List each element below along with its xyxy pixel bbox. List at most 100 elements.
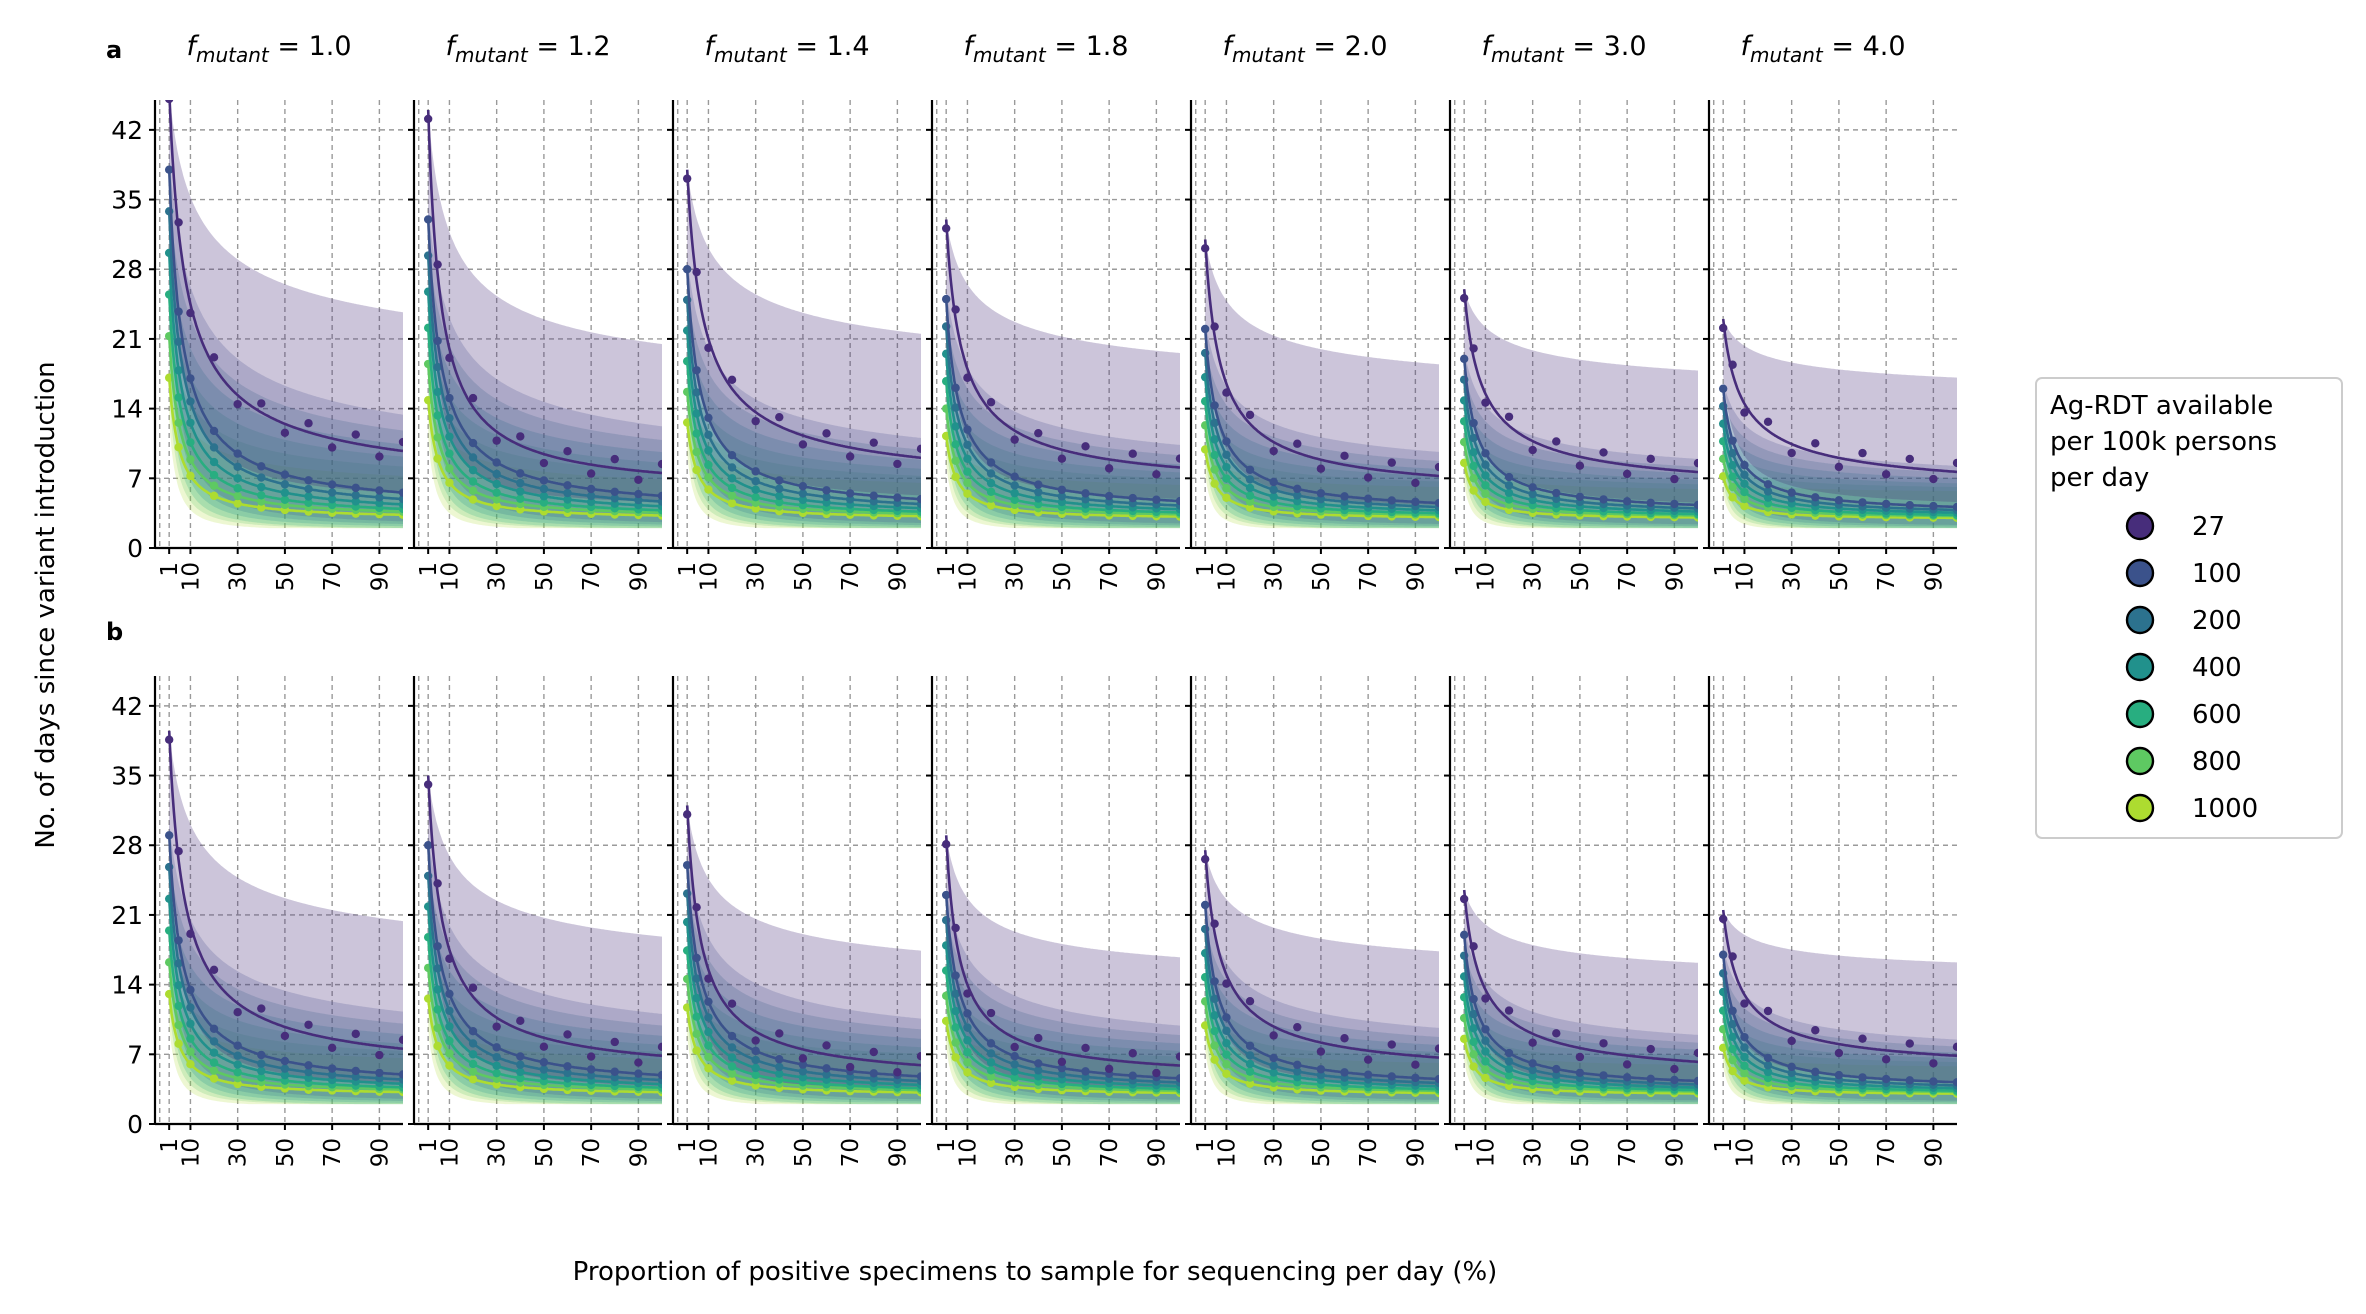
data-point-100: [845, 489, 855, 498]
data-point-400: [1293, 497, 1302, 506]
ci-band-27: [1205, 239, 1439, 506]
data-point-100: [1316, 489, 1326, 498]
data-point-27: [1459, 293, 1469, 303]
x-tick-label: 10: [955, 562, 981, 591]
data-point-100: [423, 841, 433, 850]
data-point-200: [963, 440, 972, 450]
data-point-27: [692, 267, 701, 277]
ci-band-1000: [428, 392, 662, 529]
data-point-1000: [692, 1046, 701, 1055]
data-point-27: [445, 954, 454, 963]
data-point-1000: [1481, 1073, 1490, 1083]
legend-title-line-3: per day: [2050, 463, 2149, 493]
subplot-b-4: [932, 676, 1180, 1124]
x-tick-label: 90: [1403, 1138, 1429, 1167]
data-point-27: [327, 1043, 337, 1052]
data-point-600: [986, 1066, 996, 1075]
data-point-27: [1622, 469, 1632, 479]
data-point-27: [209, 353, 219, 362]
data-point-200: [692, 974, 701, 983]
legend-label-27: 27: [2192, 512, 2225, 542]
data-point-200: [445, 1006, 454, 1016]
data-point-400: [1269, 492, 1278, 501]
series-line-27: [685, 169, 921, 460]
data-point-800: [1469, 474, 1478, 483]
data-point-600: [433, 1005, 442, 1014]
x-tick-label: 30: [226, 562, 252, 591]
data-point-27: [986, 1008, 996, 1018]
data-point-200: [1034, 487, 1043, 497]
series-line-27: [1462, 889, 1698, 1064]
legend-label-1000: 1000: [2192, 794, 2258, 824]
data-point-100: [1363, 494, 1373, 503]
data-point-200: [1222, 450, 1231, 460]
data-point-100: [727, 1031, 737, 1041]
data-point-100: [1387, 1072, 1396, 1081]
data-point-800: [1222, 484, 1231, 493]
data-point-100: [327, 1064, 337, 1073]
ci-band-100: [1723, 946, 1957, 1101]
y-tick-label: 14: [111, 971, 143, 1000]
x-tick-label: 10: [1732, 562, 1758, 591]
data-point-1000: [963, 489, 972, 498]
legend: Ag-RDT available per 100k persons per da…: [2035, 377, 2343, 839]
data-point-100: [186, 374, 195, 383]
data-point-27: [610, 1037, 619, 1047]
x-tick-label: 10: [1214, 562, 1240, 591]
data-point-200: [492, 469, 501, 479]
data-point-27: [798, 440, 808, 449]
data-point-200: [257, 1059, 266, 1068]
data-point-1000: [1245, 1079, 1255, 1088]
data-point-100: [1504, 472, 1514, 482]
x-tick-label: 70: [320, 562, 346, 591]
data-point-100: [209, 1024, 219, 1033]
series-line-27: [167, 730, 403, 1051]
data-point-400: [727, 474, 737, 483]
data-point-27: [1858, 1034, 1867, 1043]
data-point-200: [433, 964, 442, 973]
data-point-100: [1210, 977, 1219, 986]
data-point-400: [704, 1027, 713, 1037]
subplot-b-3: [673, 676, 921, 1124]
ci-band-400: [1205, 944, 1439, 1104]
data-point-100: [1200, 324, 1210, 334]
ci-band-600: [1464, 990, 1698, 1105]
series-line-27: [1721, 318, 1957, 474]
data-point-400: [516, 487, 525, 496]
data-point-800: [704, 1052, 713, 1062]
data-point-27: [775, 1029, 784, 1038]
data-point-200: [634, 495, 643, 505]
series-line-27: [685, 805, 921, 1067]
data-point-400: [1728, 461, 1737, 470]
data-point-100: [1718, 384, 1728, 393]
data-point-400: [704, 446, 713, 455]
data-point-600: [1222, 1050, 1231, 1059]
data-point-800: [445, 1049, 454, 1058]
data-point-200: [1740, 1043, 1749, 1052]
data-point-27: [869, 438, 878, 447]
data-point-100: [1763, 1053, 1773, 1063]
data-point-800: [1210, 465, 1219, 474]
data-point-600: [1210, 450, 1219, 460]
data-point-200: [1740, 470, 1749, 480]
data-point-200: [1210, 994, 1219, 1004]
subplot-a-1: [155, 100, 403, 548]
x-tick-label: 1: [1452, 1138, 1478, 1153]
data-point-27: [1128, 1049, 1137, 1058]
y-tick-label: 0: [127, 1110, 143, 1139]
data-point-100: [1952, 1078, 1957, 1087]
data-point-800: [468, 1067, 478, 1076]
x-tick-label: 1: [1193, 562, 1219, 577]
data-point-27: [986, 398, 996, 407]
data-point-100: [1034, 1059, 1043, 1068]
data-point-1000: [209, 1074, 219, 1083]
ci-band-800: [428, 354, 662, 529]
data-point-600: [445, 449, 454, 458]
data-point-100: [1010, 472, 1019, 481]
data-point-100: [1858, 498, 1867, 507]
x-tick-label: 90: [367, 562, 393, 591]
series-line-27: [1721, 909, 1957, 1058]
data-point-100: [610, 1067, 619, 1076]
subplot-a-4: [932, 100, 1180, 548]
data-point-400: [433, 387, 442, 397]
